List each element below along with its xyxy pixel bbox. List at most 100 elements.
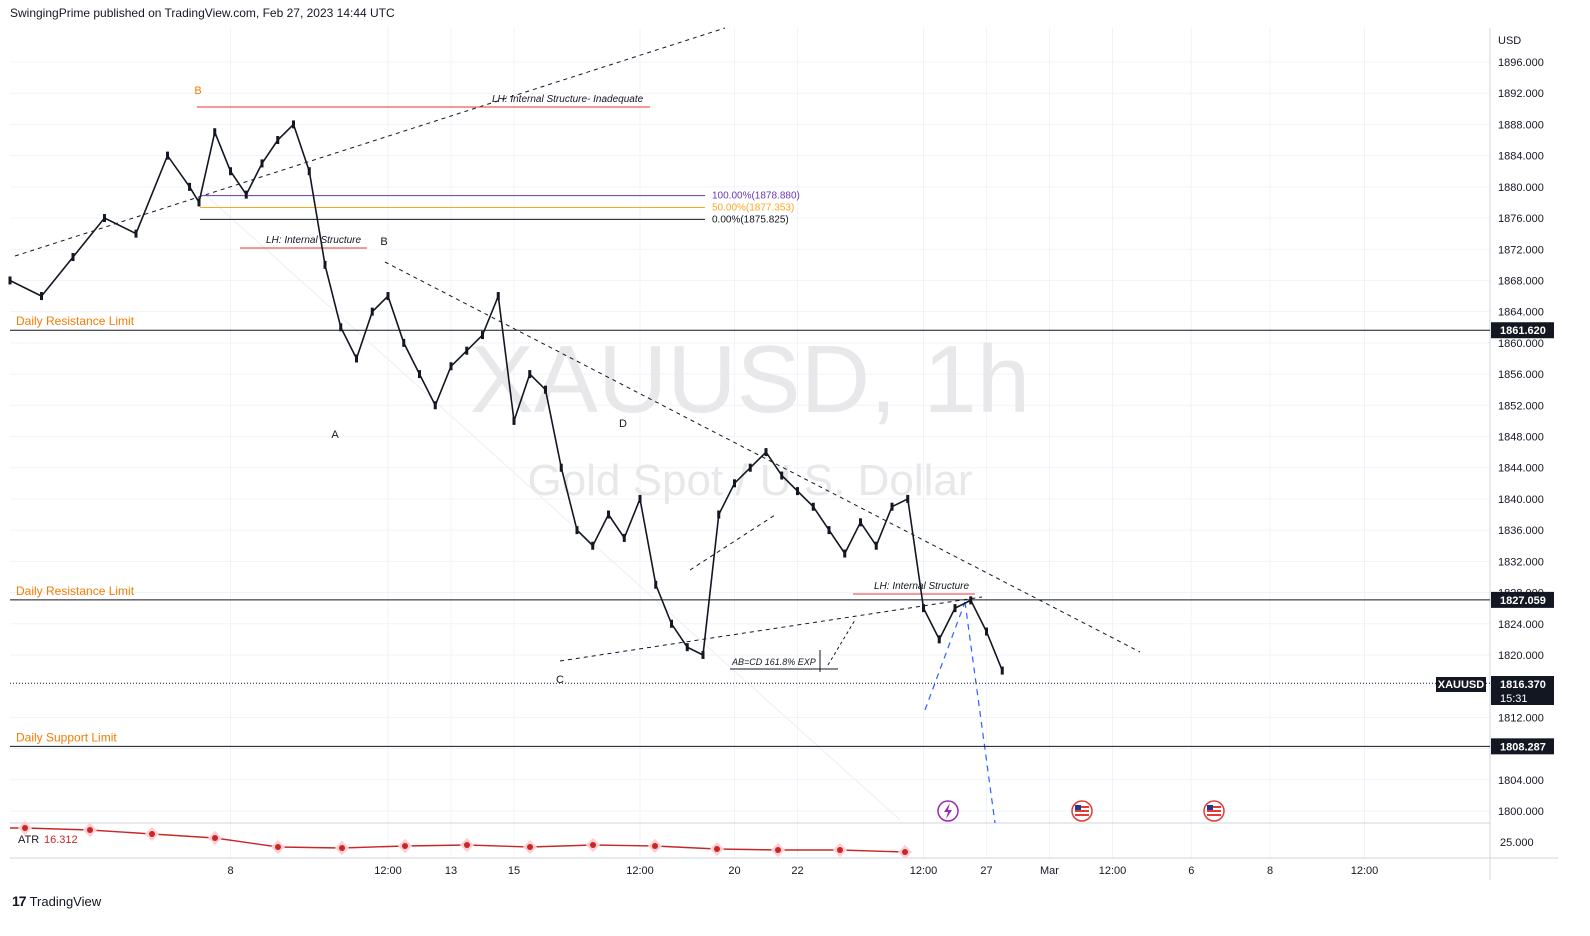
candle[interactable]	[969, 596, 973, 605]
atr-marker[interactable]	[87, 827, 93, 833]
candle[interactable]	[418, 370, 421, 379]
candle[interactable]	[544, 385, 547, 394]
candle[interactable]	[906, 494, 910, 503]
candle[interactable]	[307, 167, 311, 176]
candle[interactable]	[733, 479, 736, 488]
candles-group[interactable]	[8, 120, 1004, 675]
candle[interactable]	[638, 494, 642, 503]
atr-marker[interactable]	[837, 847, 843, 853]
candle[interactable]	[1000, 666, 1004, 675]
candle[interactable]	[953, 604, 957, 613]
trendline-abcd-dashed[interactable]	[559, 596, 983, 662]
candle[interactable]	[717, 510, 721, 519]
lh-markers[interactable]: LH: Internal Structure- Inadequate LH: I…	[197, 94, 975, 672]
atr-marker[interactable]	[464, 842, 470, 848]
atr-marker[interactable]	[22, 825, 28, 831]
candle[interactable]	[843, 549, 847, 558]
levels-group[interactable]: Daily Resistance Limit 1861.620 Daily Resi…	[10, 314, 1554, 755]
candle[interactable]	[292, 120, 295, 129]
atr-pane[interactable]: ATR 16.312 25.000	[10, 820, 1534, 860]
candle[interactable]	[922, 604, 925, 613]
event-icons[interactable]	[937, 800, 1225, 822]
candle[interactable]	[890, 502, 894, 511]
level-tag-bg	[1491, 591, 1554, 608]
atr-line[interactable]	[10, 827, 906, 853]
atr-marker[interactable]	[149, 831, 155, 837]
candle[interactable]	[654, 580, 658, 589]
lightning-icon[interactable]	[937, 800, 959, 822]
candle[interactable]	[685, 643, 689, 652]
atr-marker[interactable]	[590, 842, 596, 848]
candle[interactable]	[701, 650, 705, 659]
candle[interactable]	[528, 370, 532, 379]
time-axis-ticks[interactable]: 8 12:00 13 15 12:00 20 22 12:00 27 Mar 12:00 6 8 12:0…	[227, 865, 1378, 877]
trendline-cd-dashed[interactable]	[689, 514, 776, 571]
candle[interactable]	[323, 260, 327, 269]
candle[interactable]	[670, 619, 673, 628]
candle[interactable]	[40, 292, 43, 301]
atr-marker[interactable]	[402, 843, 408, 849]
candle[interactable]	[339, 323, 343, 332]
atr-marker[interactable]	[275, 844, 281, 850]
candle[interactable]	[402, 338, 406, 347]
candle[interactable]	[481, 331, 484, 340]
atr-marker[interactable]	[652, 843, 658, 849]
candle[interactable]	[8, 276, 12, 285]
candle[interactable]	[260, 159, 264, 168]
candle[interactable]	[622, 533, 626, 542]
trendline-small-dashed[interactable]	[827, 619, 856, 666]
candle[interactable]	[71, 253, 75, 262]
candle[interactable]	[134, 229, 138, 238]
last-price-tag[interactable]: XAUUSD 1816.370 15:31	[1436, 676, 1554, 705]
candle[interactable]	[433, 401, 437, 410]
candle[interactable]	[229, 167, 232, 176]
candle[interactable]	[276, 136, 280, 145]
candle[interactable]	[197, 198, 201, 207]
candle[interactable]	[937, 635, 941, 644]
candle[interactable]	[244, 190, 248, 199]
candle[interactable]	[591, 541, 595, 550]
wave-label-d: D	[619, 418, 627, 430]
us-flag-icon[interactable]	[1203, 800, 1225, 822]
candle[interactable]	[607, 510, 610, 519]
atr-marker[interactable]	[339, 845, 345, 851]
candle[interactable]	[188, 182, 192, 191]
price-axis-ticks[interactable]: 1896.000 1892.000 1888.000 1884.000 1880.000…	[1498, 57, 1544, 818]
candle[interactable]	[559, 463, 563, 472]
candle[interactable]	[449, 362, 453, 371]
candle[interactable]	[827, 526, 831, 535]
candle[interactable]	[764, 448, 768, 457]
atr-marker[interactable]	[775, 847, 781, 853]
candle[interactable]	[780, 471, 784, 480]
tradingview-brand[interactable]: 17 TradingView	[12, 893, 101, 909]
candle[interactable]	[874, 541, 878, 550]
fibonacci-group[interactable]: 100.00%(1878.880)50.00%(1877.353)0.00%(1…	[200, 191, 800, 226]
candle[interactable]	[355, 354, 358, 363]
atr-marker[interactable]	[212, 835, 218, 841]
candle[interactable]	[748, 463, 752, 472]
candle[interactable]	[811, 502, 815, 511]
trendlines[interactable]	[14, 27, 1141, 821]
candle[interactable]	[575, 526, 579, 535]
candle[interactable]	[985, 627, 988, 636]
price-projection[interactable]	[924, 601, 996, 824]
candle[interactable]	[512, 416, 516, 425]
atr-marker[interactable]	[902, 849, 908, 855]
trendline-falling-dashed[interactable]	[384, 261, 1141, 653]
candle[interactable]	[103, 214, 106, 223]
projection-down-leg[interactable]	[964, 601, 996, 824]
candle[interactable]	[859, 518, 862, 527]
atr-marker[interactable]	[714, 846, 720, 852]
candle[interactable]	[386, 292, 390, 301]
candle[interactable]	[166, 151, 169, 160]
candle[interactable]	[796, 487, 799, 496]
candle[interactable]	[496, 292, 500, 301]
candle[interactable]	[465, 346, 469, 355]
candle[interactable]	[213, 128, 217, 137]
us-flag-icon[interactable]	[1071, 800, 1093, 822]
projection-up-leg[interactable]	[924, 601, 966, 711]
candle[interactable]	[370, 307, 374, 316]
atr-marker[interactable]	[527, 844, 533, 850]
